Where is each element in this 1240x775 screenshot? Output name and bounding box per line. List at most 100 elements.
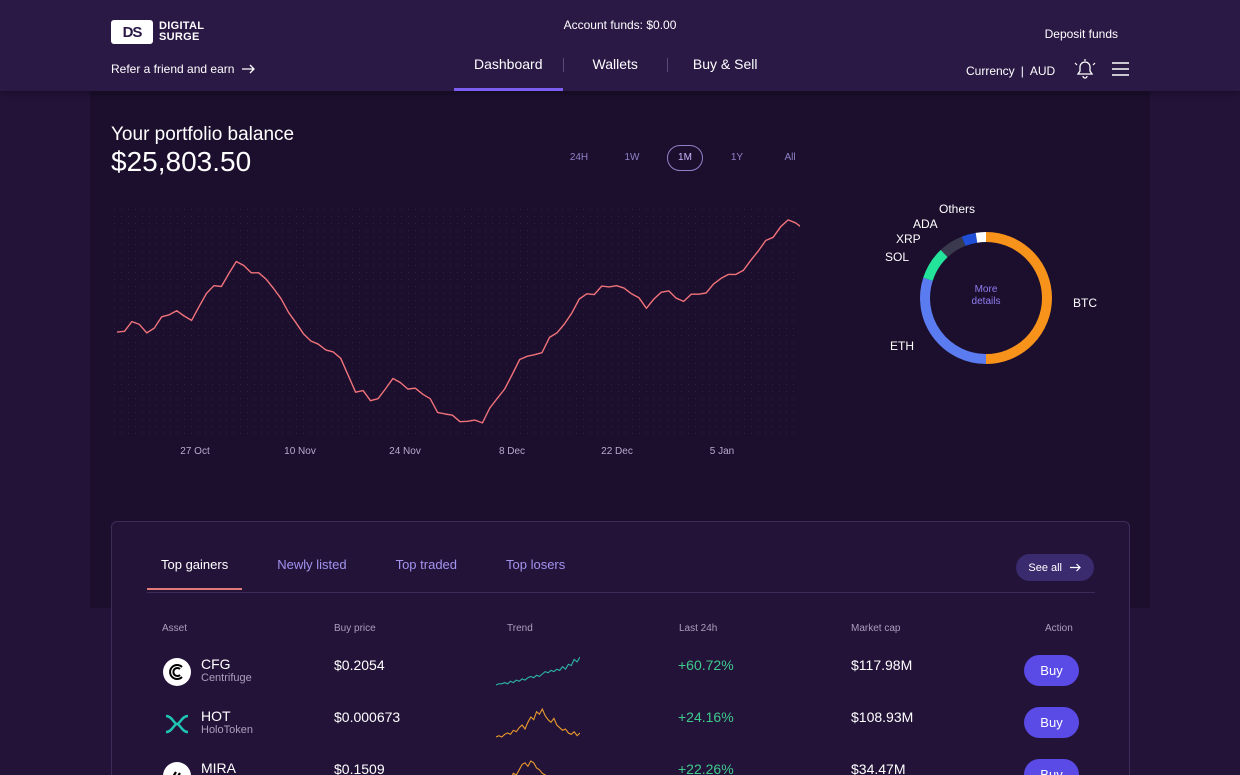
change-24h: +22.26% xyxy=(678,761,734,775)
digital-surge-logo[interactable]: DS DIGITAL SURGE xyxy=(111,20,204,44)
column-header-market-cap: Market cap xyxy=(851,623,901,634)
change-24h: +60.72% xyxy=(678,657,734,673)
market-tab-top-gainers[interactable]: Top gainers xyxy=(147,552,243,590)
logo-line-1: DIGITAL xyxy=(159,20,205,32)
buy-button[interactable]: Buy xyxy=(1024,759,1079,775)
main-nav: Dashboard Wallets Buy & Sell xyxy=(454,45,782,91)
donut-slice-others xyxy=(975,232,987,243)
buy-button[interactable]: Buy xyxy=(1024,707,1079,738)
deposit-funds-link[interactable]: Deposit funds xyxy=(1044,27,1118,41)
currency-separator: | xyxy=(1020,64,1024,78)
arrow-right-icon xyxy=(242,64,256,74)
market-tab-newly-listed[interactable]: Newly listed xyxy=(277,557,347,572)
x-tick-label: 8 Dec xyxy=(498,446,526,457)
donut-label-sol: SOL xyxy=(885,250,909,264)
column-header-action: Action xyxy=(1045,623,1073,634)
market-tab-top-losers[interactable]: Top losers xyxy=(506,557,566,572)
table-row[interactable]: MIRA $0.1509 +22.26% $34.47M Buy xyxy=(112,756,1131,775)
more-details-link-line-2: details xyxy=(972,296,1001,307)
holo-logo-icon xyxy=(163,710,191,738)
see-all-button[interactable]: See all xyxy=(1016,554,1094,581)
portfolio-line-chart xyxy=(114,209,800,434)
asset-symbol: CFG xyxy=(201,656,231,672)
logo-wordmark: DIGITAL SURGE xyxy=(159,21,204,43)
range-option-1y[interactable]: 1Y xyxy=(730,152,744,163)
buy-price: $0.1509 xyxy=(334,761,385,775)
asset-symbol: MIRA xyxy=(201,760,236,775)
donut-label-others: Others xyxy=(939,202,975,216)
donut-label-eth: ETH xyxy=(890,339,914,353)
x-tick-label: 27 Oct xyxy=(180,446,210,457)
buy-price: $0.000673 xyxy=(334,709,401,725)
centrifuge-logo-icon xyxy=(163,658,191,686)
nav-tab-wallets[interactable]: Wallets xyxy=(592,56,638,72)
bell-icon[interactable] xyxy=(1074,58,1096,80)
donut-slice-ada xyxy=(961,232,978,246)
logo-line-2: SURGE xyxy=(159,31,200,43)
table-row[interactable]: CFG Centrifuge $0.2054 +60.72% $117.98M Buy xyxy=(112,652,1131,704)
x-tick-label: 22 Dec xyxy=(601,446,633,457)
nav-divider xyxy=(562,58,564,72)
nav-tab-dashboard[interactable]: Dashboard xyxy=(454,45,563,91)
buy-price: $0.2054 xyxy=(334,657,385,673)
donut-slice-btc xyxy=(985,232,1052,364)
market-movers-card: Top gainers Newly listed Top traded Top los… xyxy=(111,521,1130,775)
column-header-asset: Asset xyxy=(162,623,188,634)
sparkline-path xyxy=(496,656,580,686)
refer-label: Refer a friend and earn xyxy=(111,62,235,76)
currency-selector[interactable]: Currency | AUD xyxy=(966,64,1055,78)
asset-name: Centrifuge xyxy=(201,672,252,684)
nav-tab-buy-sell[interactable]: Buy & Sell xyxy=(692,56,758,72)
sparkline-path xyxy=(511,760,547,775)
donut-slice-xrp xyxy=(940,236,966,258)
account-funds-text: Account funds: $0.00 xyxy=(563,18,677,32)
see-all-label: See all xyxy=(1028,561,1062,574)
refer-friend-link[interactable]: Refer a friend and earn xyxy=(111,62,256,76)
column-header-trend: Trend xyxy=(507,623,533,634)
hamburger-menu-icon[interactable] xyxy=(1112,62,1129,76)
logo-mark: DS xyxy=(111,20,153,44)
nav-divider xyxy=(666,58,668,72)
sparkline-path xyxy=(496,707,580,738)
range-option-all[interactable]: All xyxy=(784,152,796,163)
currency-label: Currency xyxy=(966,64,1015,78)
donut-slice-eth xyxy=(920,277,987,364)
market-tab-top-traded[interactable]: Top traded xyxy=(395,557,458,572)
range-option-24h[interactable]: 24H xyxy=(569,152,589,163)
time-range-selector: 24H 1W 1M 1Y All xyxy=(553,145,817,171)
donut-label-btc: BTC xyxy=(1073,296,1097,310)
x-tick-label: 10 Nov xyxy=(284,446,316,457)
x-tick-label: 5 Jan xyxy=(709,446,735,457)
more-details-link: More xyxy=(975,284,998,295)
asset-name: HoloToken xyxy=(201,724,253,736)
portfolio-balance-label: Your portfolio balance xyxy=(111,124,295,145)
account-funds: Account funds: $0.00 xyxy=(0,18,1240,32)
table-row[interactable]: HOT HoloToken $0.000673 +24.16% $108.93M Buy xyxy=(112,704,1131,756)
range-option-1w[interactable]: 1W xyxy=(624,152,640,163)
arrow-right-icon xyxy=(1070,563,1081,572)
currency-value: AUD xyxy=(1029,64,1056,78)
trend-sparkline xyxy=(511,760,547,775)
trend-sparkline xyxy=(496,656,580,686)
market-tabs: Top gainers Newly listed Top traded Top los… xyxy=(147,552,600,590)
x-tick-label: 24 Nov xyxy=(389,446,421,457)
portfolio-series-line xyxy=(116,219,800,424)
market-cap: $108.93M xyxy=(851,709,914,725)
buy-button[interactable]: Buy xyxy=(1024,655,1079,686)
market-cap: $34.47M xyxy=(851,761,906,775)
donut-slice-sol xyxy=(923,249,948,281)
trend-sparkline xyxy=(496,707,580,738)
change-24h: +24.16% xyxy=(678,709,734,725)
top-navigation-bar: DS DIGITAL SURGE Refer a friend and earn… xyxy=(0,0,1240,91)
market-cap: $117.98M xyxy=(851,657,913,673)
range-option-1m[interactable]: 1M xyxy=(667,145,703,171)
tabs-divider xyxy=(147,592,1095,593)
portfolio-balance-value: $25,803.50 xyxy=(111,146,252,177)
donut-label-xrp: XRP xyxy=(896,232,921,246)
mira-logo-icon xyxy=(163,762,191,775)
column-header-last-24h: Last 24h xyxy=(679,623,718,634)
column-header-buy-price: Buy price xyxy=(334,623,376,634)
donut-label-ada: ADA xyxy=(913,217,938,231)
asset-symbol: HOT xyxy=(201,708,231,724)
